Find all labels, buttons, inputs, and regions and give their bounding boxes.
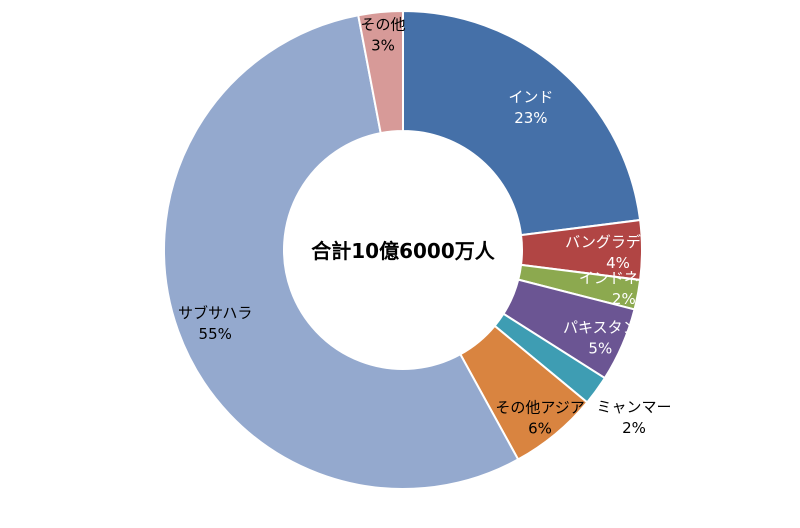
slice-5-percent-label: 2% xyxy=(622,419,646,437)
slice-3-percent-label: 2% xyxy=(612,290,636,308)
slice-4-percent-label: 5% xyxy=(588,339,612,357)
slice-7-name-label: サブサハラ xyxy=(178,304,252,322)
slice-6-percent-label: 6% xyxy=(528,420,552,438)
slice-4-name-label: パキスタン xyxy=(563,318,638,336)
chart-center-total-label: 合計10億6000万人 xyxy=(311,239,495,263)
labels-group: インド 23% バングラデシュ 4%インドネシア 2% パキスタン 5% ミャンマー 2% その他… xyxy=(178,15,671,437)
slice-2-name-label: バングラデシュ xyxy=(565,233,671,251)
slice-8-name-label: その他 xyxy=(360,15,405,33)
slices-group xyxy=(162,9,643,490)
slice-1-arc xyxy=(402,9,642,237)
slice-2-percent-label: 4% xyxy=(606,254,630,272)
slice-3-name-label: インドネシア xyxy=(579,269,669,287)
slice-1-percent-label: 23% xyxy=(514,109,547,127)
slice-5-name-label: ミャンマー xyxy=(596,398,671,416)
slice-6-name-label: その他アジア xyxy=(495,399,584,417)
slice-7-arc xyxy=(162,14,520,490)
slice-8-percent-label: 3% xyxy=(371,36,395,54)
slice-1-name-label: インド xyxy=(508,88,553,106)
slice-7-percent-label: 55% xyxy=(199,325,232,343)
slice-8-arc xyxy=(357,9,404,135)
